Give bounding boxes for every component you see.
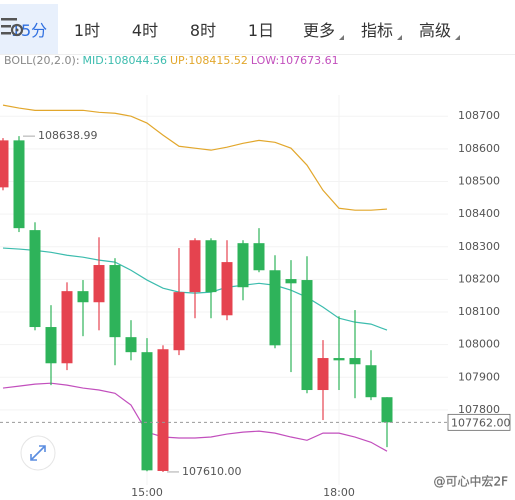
expand-button[interactable]: [20, 435, 56, 471]
tab[interactable]: 高级: [406, 4, 464, 54]
y-tick-label: 108100: [458, 305, 500, 318]
y-tick-label: 108200: [458, 272, 500, 285]
candle-body: [301, 280, 313, 391]
candle-body: [205, 240, 217, 293]
tab[interactable]: 4时: [131, 21, 159, 40]
legend-indicator: BOLL(20,2.0):: [4, 54, 80, 67]
tab-bar: 15分 1时 4时 8时 1日 更多 指标 高级: [0, 0, 515, 55]
candle-body: [45, 327, 57, 364]
tab[interactable]: 15分: [0, 4, 58, 54]
annotation-label: 107610.00: [182, 465, 242, 478]
candle-body: [365, 365, 377, 398]
tab[interactable]: 1时: [73, 21, 101, 40]
candle-body: [237, 243, 249, 288]
watermark: @可心中宏2F: [433, 474, 508, 489]
y-tick-label: 108300: [458, 240, 500, 253]
legend-entry: UP:108415.52: [169, 54, 248, 67]
candle-body: [269, 270, 281, 346]
candle-body: [29, 230, 41, 328]
annotation-label: 108638.99: [38, 129, 98, 142]
tab[interactable]: 指标: [348, 4, 406, 54]
candle-body: [189, 240, 201, 293]
candle-body: [349, 358, 361, 365]
candle-body: [0, 140, 9, 188]
y-tick-label: 108400: [458, 207, 500, 220]
candle-body: [77, 291, 89, 303]
y-tick-label: 108000: [458, 338, 500, 351]
tab[interactable]: 更多: [290, 4, 348, 54]
x-tick-label: 18:00: [323, 486, 355, 499]
boll-line: [2, 104, 388, 211]
boll-line: [2, 382, 388, 452]
y-tick-label: 107800: [458, 403, 500, 416]
candle-body: [13, 140, 25, 229]
candle-body: [61, 291, 73, 364]
expand-arrows: [30, 445, 46, 461]
y-tick-label: 107900: [458, 370, 500, 383]
candle-body: [125, 337, 137, 353]
legend-entry: MID:108044.56: [82, 54, 167, 67]
candle-body: [221, 262, 233, 316]
tab[interactable]: 8时: [189, 21, 217, 40]
candle-body: [285, 279, 297, 284]
candle-body: [381, 397, 393, 423]
candle-body: [157, 349, 169, 471]
last-price-box: [447, 413, 511, 431]
last-price-label: 107762.00: [451, 416, 511, 429]
y-tick-label: 108600: [458, 142, 500, 155]
y-tick-label: 108700: [458, 109, 500, 122]
candle-body: [93, 265, 105, 303]
y-tick-label: 108500: [458, 174, 500, 187]
candle-body: [141, 352, 153, 471]
legend-entry: LOW:107673.61: [250, 54, 339, 67]
candle-body: [109, 265, 121, 338]
candle-body: [317, 358, 329, 391]
candle-body: [333, 358, 345, 361]
x-tick-label: 15:00: [131, 486, 163, 499]
candle-body: [173, 292, 185, 351]
settings-icon[interactable]: [0, 16, 24, 38]
candle-body: [253, 243, 265, 271]
indicator-legend: BOLL(20,2.0): MID:108044.56 UP:108415.52 LO…: [4, 54, 342, 67]
tab[interactable]: 1日: [247, 21, 275, 40]
